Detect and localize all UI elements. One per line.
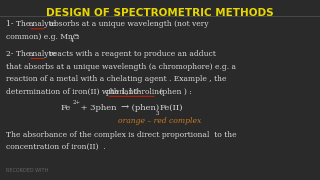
Text: →: → [120, 103, 128, 112]
Text: determination of iron(II) with 1,10-: determination of iron(II) with 1,10- [6, 88, 144, 96]
Text: .: . [76, 33, 78, 41]
Text: RECORDED WITH: RECORDED WITH [6, 168, 49, 173]
Text: 4: 4 [70, 38, 74, 43]
Text: (phen ) :: (phen ) : [157, 88, 192, 96]
Text: 3: 3 [156, 111, 159, 116]
Text: analyte: analyte [28, 50, 56, 58]
Text: 1- The: 1- The [6, 20, 33, 28]
Text: phenanthroline: phenanthroline [106, 88, 165, 96]
Text: 2+: 2+ [73, 100, 81, 105]
Text: reaction of a metal with a chelating agent . Example , the: reaction of a metal with a chelating age… [6, 75, 227, 83]
Text: DESIGN OF SPECTROMETRIC METHODS: DESIGN OF SPECTROMETRIC METHODS [46, 8, 274, 18]
Text: (phen): (phen) [129, 104, 159, 112]
Text: + 3phen: + 3phen [78, 104, 120, 112]
Text: The absorbance of the complex is direct proportional  to the: The absorbance of the complex is direct … [6, 131, 237, 139]
Text: analyte: analyte [28, 20, 56, 28]
Text: Fe: Fe [61, 104, 71, 112]
Text: 2- The: 2- The [6, 50, 33, 58]
Text: concentration of iron(II)  .: concentration of iron(II) . [6, 143, 106, 151]
Text: reacts with a reagent to produce an adduct: reacts with a reagent to produce an addu… [47, 50, 216, 58]
Text: common) e.g. MnO: common) e.g. MnO [6, 33, 79, 41]
Text: absorbs at a unique wavelength (not very: absorbs at a unique wavelength (not very [47, 20, 209, 28]
Text: that absorbs at a unique wavelength (a chromophore) e.g. a: that absorbs at a unique wavelength (a c… [6, 63, 236, 71]
Text: −: − [73, 32, 78, 37]
Text: orange – red complex: orange – red complex [118, 117, 202, 125]
Text: Fe(II): Fe(II) [159, 104, 183, 112]
